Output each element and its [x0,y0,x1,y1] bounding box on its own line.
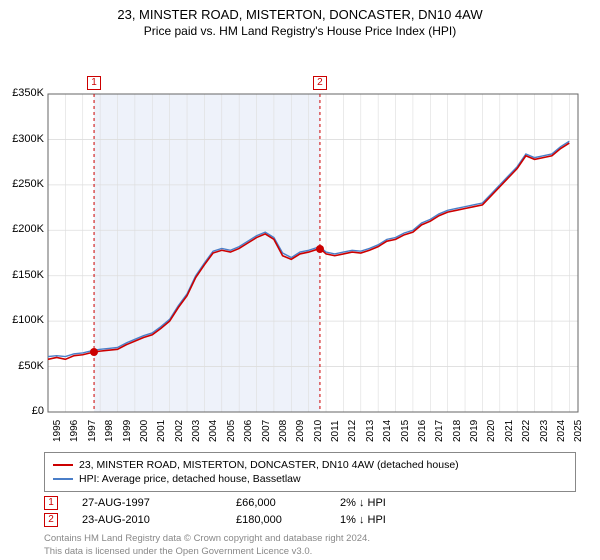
y-axis-label: £350K [4,87,44,99]
x-axis-label: 2023 [539,420,550,442]
legend-item: HPI: Average price, detached house, Bass… [53,473,567,485]
legend-item: 23, MINSTER ROAD, MISTERTON, DONCASTER, … [53,459,567,471]
x-axis-label: 1995 [52,420,63,442]
x-axis-label: 2006 [243,420,254,442]
marker-callout: 2 [313,76,327,90]
x-axis-label: 2007 [261,420,272,442]
y-axis-label: £200K [4,223,44,235]
x-axis-label: 2005 [226,420,237,442]
shaded-region [94,94,320,412]
x-axis-label: 2021 [504,420,515,442]
license-line: Contains HM Land Registry data © Crown c… [44,533,576,545]
x-axis-label: 2025 [573,420,584,442]
x-axis-label: 2013 [365,420,376,442]
transaction-diff: 1% ↓ HPI [340,514,420,526]
y-axis-label: £150K [4,269,44,281]
x-axis-label: 2016 [417,420,428,442]
x-axis-label: 2014 [382,420,393,442]
transaction-price: £66,000 [236,497,316,509]
x-axis-label: 2002 [174,420,185,442]
transaction-date: 27-AUG-1997 [82,497,212,509]
x-axis-label: 2011 [330,421,341,443]
x-axis-label: 2019 [469,420,480,442]
transaction-point [316,245,324,253]
x-axis-label: 2017 [434,420,445,442]
x-axis-label: 2015 [400,420,411,442]
x-axis-label: 1998 [104,420,115,442]
x-axis-label: 2009 [295,420,306,442]
x-axis-label: 2008 [278,420,289,442]
transactions-table: 1 27-AUG-1997 £66,000 2% ↓ HPI 2 23-AUG-2010 £… [44,496,576,527]
y-axis-label: £50K [4,360,44,372]
legend-swatch [53,478,73,480]
y-axis-label: £0 [4,405,44,417]
x-axis-label: 2010 [313,420,324,442]
transaction-row: 2 23-AUG-2010 £180,000 1% ↓ HPI [44,513,576,527]
y-axis-label: £300K [4,133,44,145]
legend-label: HPI: Average price, detached house, Bass… [79,473,301,485]
figure-container: 23, MINSTER ROAD, MISTERTON, DONCASTER, … [0,0,600,560]
chart-svg [0,42,600,414]
chart-subtitle: Price paid vs. HM Land Registry's House … [0,24,600,38]
x-axis-label: 2024 [556,420,567,442]
x-axis-label: 2003 [191,420,202,442]
x-axis-label: 2000 [139,420,150,442]
marker-callout: 1 [87,76,101,90]
transaction-point [90,348,98,356]
x-axis-label: 2020 [486,420,497,442]
legend-box: 23, MINSTER ROAD, MISTERTON, DONCASTER, … [44,452,576,492]
x-axis-label: 2001 [156,420,167,442]
license-line: This data is licensed under the Open Gov… [44,546,576,558]
x-axis-label: 2018 [452,420,463,442]
x-axis-label: 2004 [208,420,219,442]
transaction-price: £180,000 [236,514,316,526]
x-axis-label: 1997 [87,420,98,442]
y-axis-label: £250K [4,178,44,190]
chart-area: 1 2 £0 £50K £100K £150K £200K £250K £300K £350K 19… [0,42,600,446]
legend-label: 23, MINSTER ROAD, MISTERTON, DONCASTER, … [79,459,459,471]
license-text: Contains HM Land Registry data © Crown c… [44,533,576,558]
chart-title: 23, MINSTER ROAD, MISTERTON, DONCASTER, … [0,0,600,24]
legend-swatch [53,464,73,466]
transaction-date: 23-AUG-2010 [82,514,212,526]
x-axis-label: 2022 [521,420,532,442]
x-axis-label: 1996 [69,420,80,442]
transaction-row: 1 27-AUG-1997 £66,000 2% ↓ HPI [44,496,576,510]
transaction-marker-box: 2 [44,513,58,527]
y-axis-label: £100K [4,314,44,326]
x-axis-label: 2012 [347,420,358,442]
transaction-diff: 2% ↓ HPI [340,497,420,509]
transaction-marker-box: 1 [44,496,58,510]
x-axis-label: 1999 [122,420,133,442]
